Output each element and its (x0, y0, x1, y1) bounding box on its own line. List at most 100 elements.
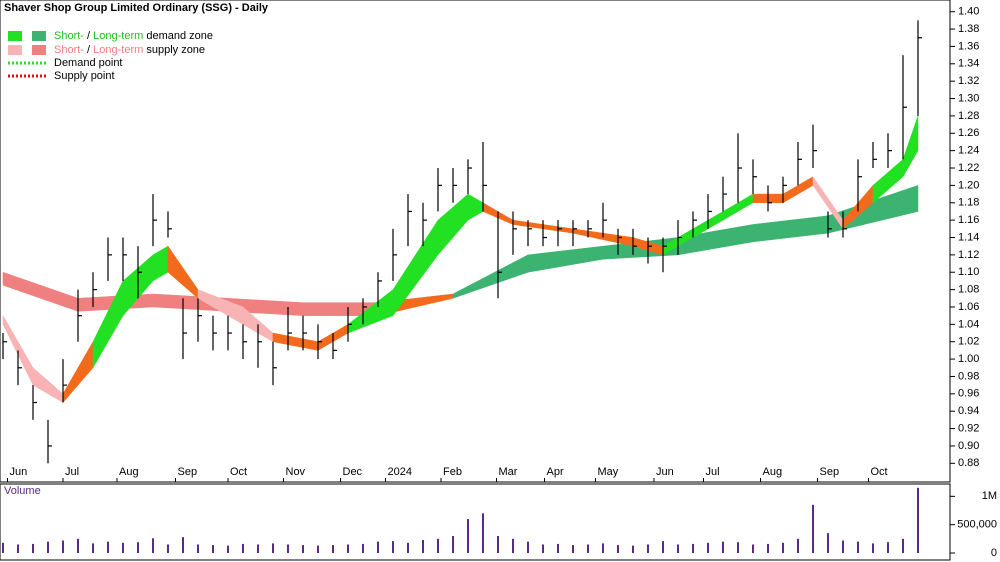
volume-bar (227, 545, 229, 553)
volume-bar (152, 538, 154, 553)
x-tick-label: Jul (65, 466, 79, 478)
volume-bar (482, 513, 484, 553)
volume-bar (242, 543, 244, 553)
legend-swatch (32, 45, 46, 55)
volume-bar (632, 545, 634, 553)
volume-bar (122, 542, 124, 553)
volume-panel (0, 483, 951, 561)
legend-entry: Supply point (54, 70, 115, 82)
volume-bar (557, 543, 559, 553)
volume-bar (647, 544, 649, 553)
x-tick-label: Apr (547, 466, 564, 478)
y-tick-label: 1.02 (958, 336, 979, 348)
volume-bar (347, 544, 349, 553)
volume-bar (812, 504, 814, 553)
y-tick-label: 0.90 (958, 440, 979, 452)
volume-bar (827, 533, 829, 553)
volume-bar (677, 544, 679, 553)
volume-bar (467, 519, 469, 553)
volume-bar (32, 543, 34, 553)
y-tick-label: 0.88 (958, 457, 979, 469)
volume-bar (737, 542, 739, 553)
legend-swatch (32, 31, 46, 41)
volume-bar (167, 544, 169, 553)
bars (2, 20, 922, 464)
volume-bar (137, 542, 139, 553)
volume-tick-label: 500,000 (957, 519, 997, 531)
volume-bar (17, 544, 19, 553)
volume-bar (332, 545, 334, 553)
volume-label: Volume (4, 485, 41, 497)
x-tick-label: May (598, 466, 619, 478)
volume-bar (902, 538, 904, 553)
volume-bar (287, 544, 289, 553)
volume-bar (2, 542, 4, 553)
volume-bar (422, 539, 424, 553)
volume-bar (692, 543, 694, 553)
y-tick-label: 1.10 (958, 266, 979, 278)
y-tick-label: 1.04 (958, 318, 979, 330)
y-tick-label: 1.32 (958, 75, 979, 87)
volume-bar (437, 538, 439, 553)
volume-bar (62, 540, 64, 553)
volume-bar (842, 540, 844, 553)
volume-bar (887, 542, 889, 553)
volume-bar (752, 544, 754, 553)
x-tick-label: Sep (178, 466, 198, 478)
y-tick-label: 1.24 (958, 145, 979, 157)
volume-bar (182, 537, 184, 553)
legend-entry: Short- / Long-term supply zone (54, 44, 205, 56)
volume-tick-label: 0 (991, 547, 997, 559)
price-panel (0, 0, 951, 483)
x-tick-label: Oct (871, 466, 888, 478)
volume-tick-label: 1M (982, 490, 997, 502)
volume-bar (272, 543, 274, 553)
y-tick-label: 1.14 (958, 231, 979, 243)
volume-bar (602, 543, 604, 553)
volume-bar (782, 542, 784, 553)
volume-bar (797, 538, 799, 553)
x-tick-label: 2024 (388, 466, 412, 478)
volume-bar (107, 541, 109, 553)
y-tick-label: 1.12 (958, 249, 979, 261)
volume-bar (212, 545, 214, 553)
y-tick-label: 0.94 (958, 405, 979, 417)
volume-bar (572, 545, 574, 553)
y-tick-label: 1.36 (958, 40, 979, 52)
y-tick-label: 1.26 (958, 127, 979, 139)
y-tick-label: 1.34 (958, 58, 979, 70)
volume-bar (452, 536, 454, 553)
volume-bar (92, 543, 94, 553)
volume-bar (392, 541, 394, 553)
volume-bar (317, 545, 319, 553)
volume-bar (362, 543, 364, 553)
volume-bar (707, 542, 709, 553)
volume-bar (47, 541, 49, 553)
volume-bar (872, 543, 874, 553)
legend-entry: Demand point (54, 57, 123, 69)
x-tick-label: Jun (10, 466, 28, 478)
zone-segment (902, 115, 919, 178)
volume-bar (722, 541, 724, 553)
y-tick-label: 0.92 (958, 422, 979, 434)
y-tick-label: 1.30 (958, 92, 979, 104)
x-tick-label: Sep (820, 466, 840, 478)
volume-bar (512, 538, 514, 553)
y-tick-label: 1.40 (958, 6, 979, 18)
volume-bar (302, 545, 304, 553)
y-tick-label: 1.38 (958, 23, 979, 35)
y-tick-label: 1.20 (958, 179, 979, 191)
volume-bar (377, 541, 379, 553)
y-tick-label: 1.06 (958, 301, 979, 313)
volume-bar (617, 545, 619, 553)
y-tick-label: 1.22 (958, 162, 979, 174)
x-tick-label: Dec (343, 466, 363, 478)
volume-bar (197, 544, 199, 553)
x-tick-label: Mar (499, 466, 518, 478)
y-tick-label: 0.98 (958, 370, 979, 382)
volume-bar (527, 541, 529, 553)
legend-swatch (8, 31, 22, 41)
legend-swatch (8, 45, 22, 55)
volume-bar (407, 542, 409, 553)
